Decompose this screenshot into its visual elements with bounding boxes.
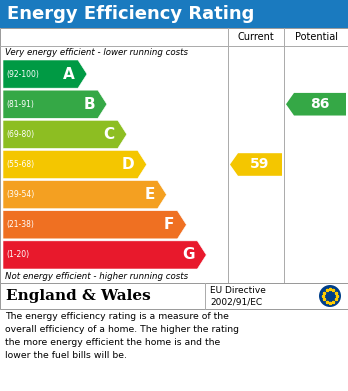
Text: D: D [122,157,135,172]
Polygon shape [3,60,87,88]
Text: The energy efficiency rating is a measure of the
overall efficiency of a home. T: The energy efficiency rating is a measur… [5,312,239,360]
Text: Current: Current [238,32,274,42]
Text: E: E [144,187,155,202]
Text: G: G [182,248,194,262]
Text: Very energy efficient - lower running costs: Very energy efficient - lower running co… [5,48,188,57]
Text: (1-20): (1-20) [6,250,29,260]
Text: Not energy efficient - higher running costs: Not energy efficient - higher running co… [5,272,188,281]
Text: (39-54): (39-54) [6,190,34,199]
Text: A: A [63,66,75,82]
Text: Energy Efficiency Rating: Energy Efficiency Rating [7,5,254,23]
Polygon shape [3,211,187,239]
Polygon shape [3,90,107,118]
Bar [0,283,348,309]
Text: (55-68): (55-68) [6,160,34,169]
Text: 86: 86 [310,97,330,111]
Text: (69-80): (69-80) [6,130,34,139]
Polygon shape [230,153,282,176]
Polygon shape [3,151,147,179]
Text: England & Wales: England & Wales [6,289,151,303]
Text: 59: 59 [250,158,270,172]
Text: EU Directive
2002/91/EC: EU Directive 2002/91/EC [210,285,266,307]
Text: (21-38): (21-38) [6,220,34,229]
Bar [0,28,348,283]
Bar [0,0,348,28]
Text: Potential: Potential [294,32,338,42]
Polygon shape [3,120,127,149]
Polygon shape [286,93,346,115]
Text: (81-91): (81-91) [6,100,34,109]
Text: C: C [104,127,115,142]
Text: F: F [164,217,174,232]
Circle shape [319,285,341,307]
Polygon shape [3,181,167,209]
Text: (92-100): (92-100) [6,70,39,79]
Text: B: B [83,97,95,112]
Polygon shape [3,241,206,269]
